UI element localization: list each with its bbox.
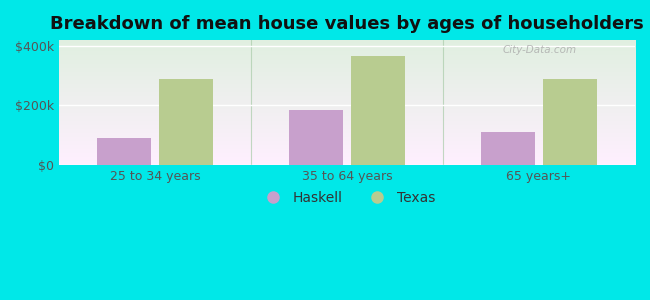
Text: City-Data.com: City-Data.com bbox=[502, 45, 577, 55]
Bar bbox=[482, 132, 535, 165]
Legend: Haskell, Texas: Haskell, Texas bbox=[254, 185, 441, 210]
Bar bbox=[351, 56, 404, 165]
Bar bbox=[289, 110, 343, 165]
Title: Breakdown of mean house values by ages of householders: Breakdown of mean house values by ages o… bbox=[50, 15, 644, 33]
Bar bbox=[543, 79, 597, 165]
Bar bbox=[159, 79, 213, 165]
Bar bbox=[98, 138, 151, 165]
